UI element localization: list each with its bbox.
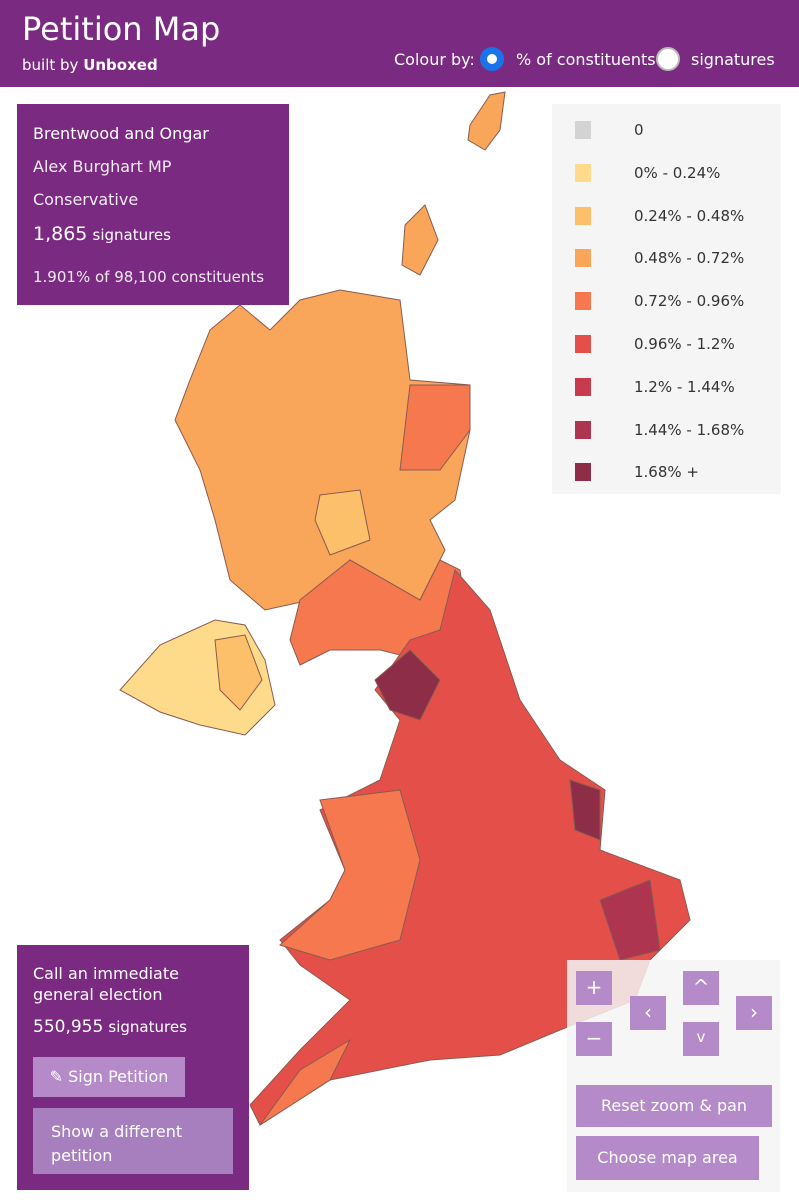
reset-button[interactable]: Reset zoom & pan <box>576 1085 772 1127</box>
app-title: Petition Map <box>22 10 221 48</box>
radio-percent[interactable] <box>480 47 504 71</box>
pan-left[interactable]: ‹ <box>630 996 666 1030</box>
legend-label: 0.24% - 0.48% <box>634 206 745 225</box>
legend-label: 1.2% - 1.44% <box>634 377 735 396</box>
legend-swatch <box>575 377 591 396</box>
constituency: Brentwood and Ongar <box>33 124 209 143</box>
legend-swatch <box>575 463 591 482</box>
petition-title: Call an immediate general election <box>33 964 179 1004</box>
legend-swatch <box>575 121 591 139</box>
legend-swatch <box>575 206 591 225</box>
legend-label: 0.96% - 1.2% <box>634 335 735 353</box>
credit: built by Unboxed <box>22 56 158 74</box>
legend-label: 0 <box>634 121 644 139</box>
zoom-in[interactable]: + <box>576 971 612 1005</box>
colour-by-label: Colour by: <box>394 50 475 69</box>
header: Petition Map built by Unboxed Colour by:… <box>0 0 799 87</box>
legend-label: 1.44% - 1.68% <box>634 420 745 439</box>
legend-label: 0% - 0.24% <box>634 163 721 182</box>
legend-swatch <box>575 292 591 311</box>
sign-label: Sign Petition <box>68 1067 169 1086</box>
legend-label: 0.72% - 0.96% <box>634 292 745 311</box>
legend-swatch <box>575 335 591 353</box>
radio-label: % of constituents <box>516 50 656 69</box>
legend-swatch <box>575 420 591 439</box>
pan-right[interactable]: › <box>736 996 772 1030</box>
party: Conservative <box>33 190 139 209</box>
mp: Alex Burghart MP <box>33 157 172 176</box>
map-controls: + − ^ ‹ › v Reset zoom & pan Choose map … <box>567 960 780 1192</box>
legend: 0 0% - 0.24% 0.24% - 0.48% 0.48% - 0.72% 0.7… <box>552 104 781 494</box>
count-label: signatures <box>108 1018 187 1036</box>
signature-count: 1,865 signatures <box>33 223 171 245</box>
petition-box: Call an immediate general election 550,9… <box>17 945 249 1190</box>
zoom-out[interactable]: − <box>576 1022 612 1056</box>
pan-down[interactable]: v <box>683 1022 719 1056</box>
sign-button[interactable]: ✎ Sign Petition <box>33 1057 185 1097</box>
count: 1,865 <box>33 223 88 245</box>
info-box: Brentwood and Ongar Alex Burghart MP Con… <box>17 104 289 305</box>
legend-label: 1.68% + <box>634 463 699 482</box>
pan-up[interactable]: ^ <box>683 971 719 1005</box>
legend-swatch <box>575 249 591 268</box>
radio-signatures[interactable] <box>656 47 680 71</box>
radio-label: signatures <box>691 50 775 69</box>
share: 1.901% of 98,100 constituents <box>33 268 265 286</box>
legend-label: 0.48% - 0.72% <box>634 249 745 268</box>
petition-count: 550,955 signatures <box>33 1017 187 1037</box>
count: 550,955 <box>33 1017 104 1037</box>
different-button[interactable]: Show a different petition <box>33 1108 233 1174</box>
credit-text: built by <box>22 56 79 74</box>
legend-swatch <box>575 163 591 182</box>
choose-area-button[interactable]: Choose map area <box>576 1136 759 1180</box>
author-link[interactable]: Unboxed <box>83 56 158 74</box>
count-label: signatures <box>92 226 171 244</box>
